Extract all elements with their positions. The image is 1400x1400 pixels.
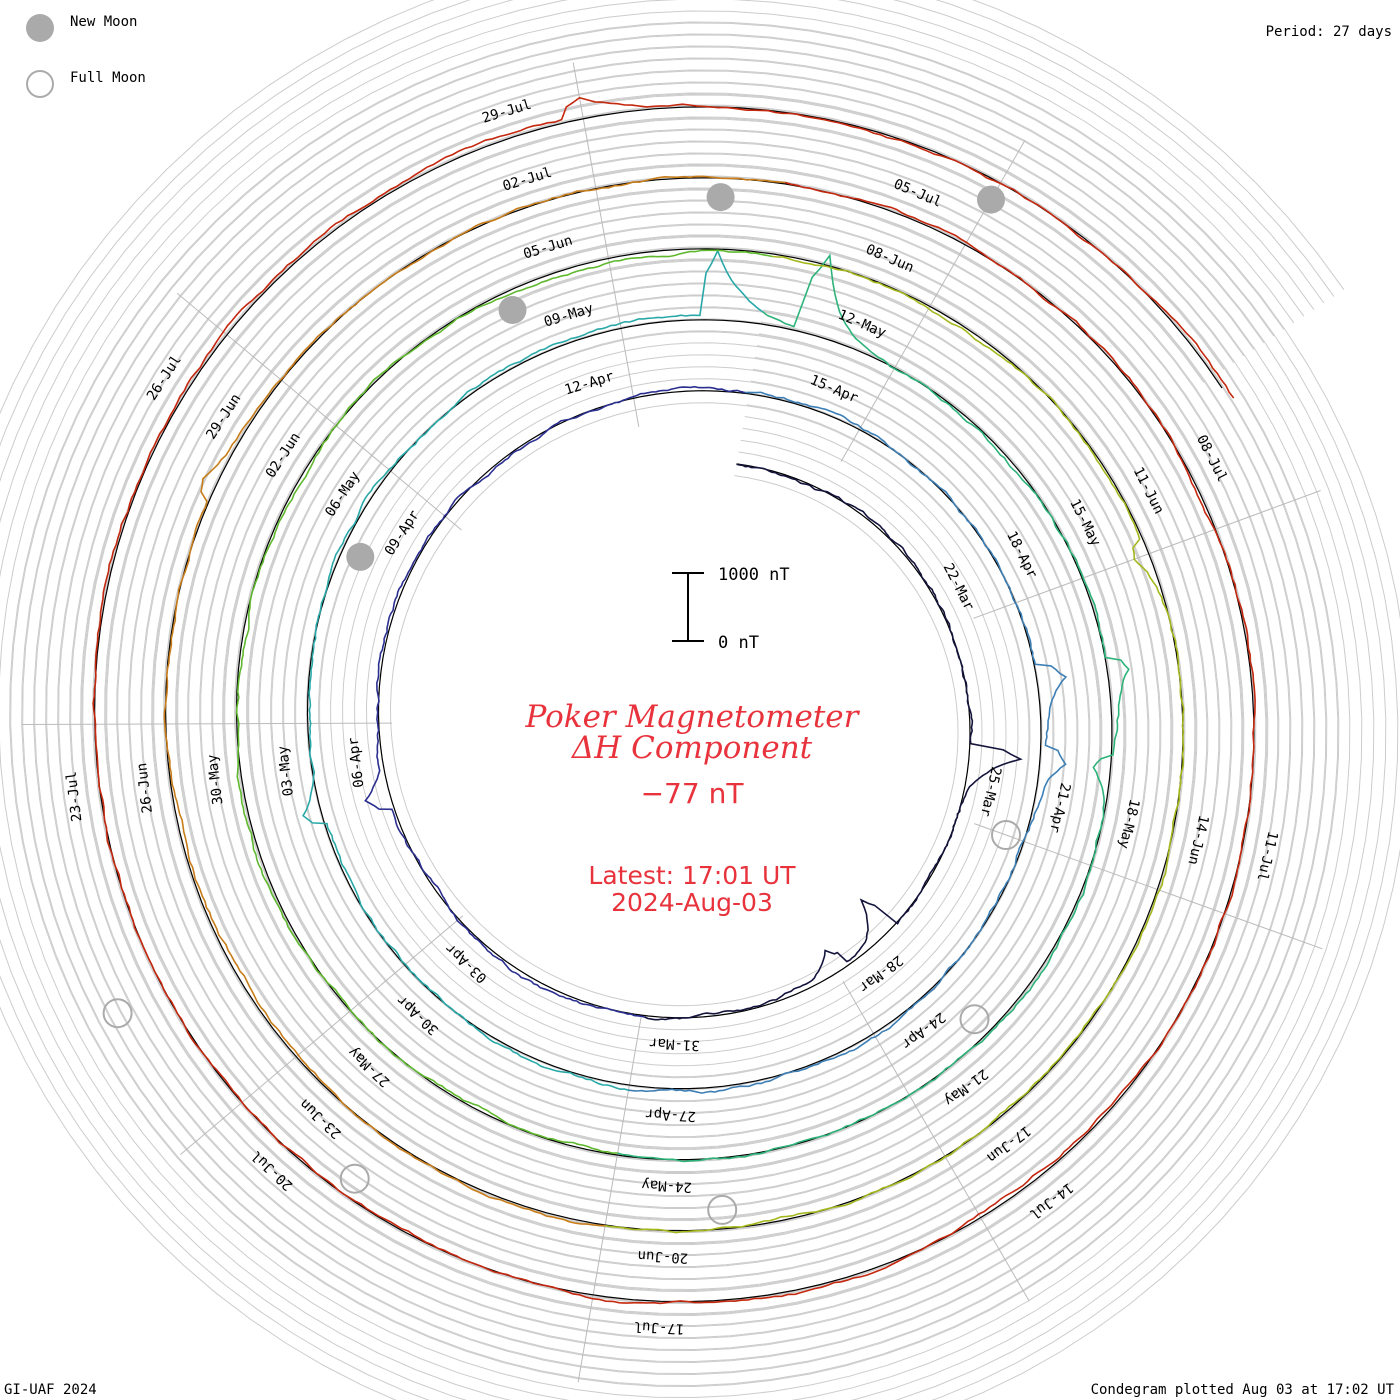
date-tick-label: 08-Jul bbox=[1193, 432, 1230, 484]
latest-time: Latest: 17:01 UT bbox=[588, 861, 796, 890]
trace-segment bbox=[163, 175, 786, 1227]
trace-segment bbox=[628, 391, 1068, 1094]
grid-ring bbox=[46, 58, 1303, 1351]
center-info: Poker Magnetometer ΔH Component −77 nT L… bbox=[525, 699, 861, 917]
date-tick-label: 30-May bbox=[205, 753, 227, 805]
date-tick-label: 23-Jul bbox=[64, 770, 86, 822]
plotted-label: Condegram plotted Aug 03 at 17:02 UT bbox=[1090, 1382, 1394, 1398]
day-spoke bbox=[21, 722, 393, 725]
trace-segment bbox=[302, 248, 764, 1091]
full-moon-marker bbox=[991, 820, 1021, 850]
trace-segment bbox=[236, 249, 773, 1154]
full-moon-marker bbox=[339, 1163, 370, 1194]
grid-ring bbox=[70, 82, 1279, 1327]
day-spoke bbox=[176, 292, 462, 531]
period-label: Period: 27 days bbox=[1265, 24, 1392, 40]
trace-segment bbox=[364, 385, 746, 1018]
new-moon-marker bbox=[706, 183, 735, 212]
scale-top-label: 1000 nT bbox=[718, 565, 790, 585]
date-tick-label: 27-Apr bbox=[645, 1105, 696, 1124]
date-tick-label: 03-May bbox=[275, 745, 297, 797]
day-spoke bbox=[577, 1017, 642, 1383]
date-tick-label: 24-May bbox=[641, 1176, 692, 1195]
day-spoke bbox=[974, 823, 1323, 950]
grid-ring bbox=[106, 118, 1243, 1291]
credit-label: GI-UAF 2024 bbox=[4, 1382, 97, 1398]
legend-new-moon-label: New Moon bbox=[70, 14, 138, 30]
full-moon-icon bbox=[26, 70, 54, 98]
day-spoke bbox=[842, 980, 1030, 1302]
new-moon-icon bbox=[26, 14, 54, 42]
moon-phase-markers bbox=[102, 183, 1021, 1225]
date-tick-label: 06-Apr bbox=[346, 736, 368, 788]
magnetometer-trace bbox=[92, 96, 1256, 1305]
trace-segment bbox=[644, 463, 1023, 1021]
chart-title-line1: Poker Magnetometer bbox=[525, 699, 861, 735]
latest-date: 2024-Aug-03 bbox=[611, 888, 773, 917]
day-spoke bbox=[180, 915, 464, 1155]
date-tick-label: 11-Jun bbox=[1130, 465, 1167, 517]
date-tick-label: 22-Mar bbox=[940, 561, 977, 613]
scale-bottom-label: 0 nT bbox=[718, 633, 759, 653]
full-moon-marker bbox=[707, 1194, 738, 1225]
date-tick-label: 03-Apr bbox=[442, 940, 490, 986]
day-spokes bbox=[21, 62, 1323, 1383]
grid-ring bbox=[10, 22, 1339, 1387]
chart-title-line2: ΔH Component bbox=[571, 730, 813, 766]
grid-ring bbox=[34, 46, 1315, 1363]
date-tick-label: 31-Mar bbox=[649, 1034, 700, 1053]
new-moon-marker bbox=[498, 296, 527, 324]
full-moon-marker bbox=[959, 1004, 990, 1035]
day-spoke bbox=[572, 62, 640, 427]
trace-segment bbox=[92, 96, 1256, 1305]
trace-segment bbox=[617, 253, 1130, 1163]
current-value: −77 nT bbox=[641, 777, 745, 810]
date-tick-label: 20-Jun bbox=[637, 1247, 688, 1266]
date-tick-label: 18-Apr bbox=[1003, 529, 1040, 581]
trace-segment bbox=[604, 255, 1185, 1234]
date-tick-label: 21-Apr bbox=[1046, 781, 1073, 834]
scale-bar: 1000 nT 0 nT bbox=[672, 565, 790, 653]
date-tick-label: 15-May bbox=[1066, 497, 1103, 549]
date-tick-label: 25-Mar bbox=[977, 765, 1004, 818]
day-spoke bbox=[973, 490, 1321, 619]
grid-ring bbox=[0, 10, 1351, 1399]
date-tick-label: 17-Jul bbox=[633, 1318, 684, 1337]
grid-ring bbox=[0, 0, 1363, 1400]
full-moon-marker bbox=[102, 998, 133, 1029]
new-moon-marker bbox=[346, 542, 375, 571]
date-tick-label: 28-Mar bbox=[856, 952, 906, 995]
new-moon-marker bbox=[977, 185, 1005, 214]
date-tick-label: 26-Jun bbox=[134, 762, 156, 814]
grid-ring bbox=[58, 70, 1291, 1339]
grid-ring bbox=[82, 94, 1267, 1315]
legend-full-moon-label: Full Moon bbox=[70, 70, 146, 86]
